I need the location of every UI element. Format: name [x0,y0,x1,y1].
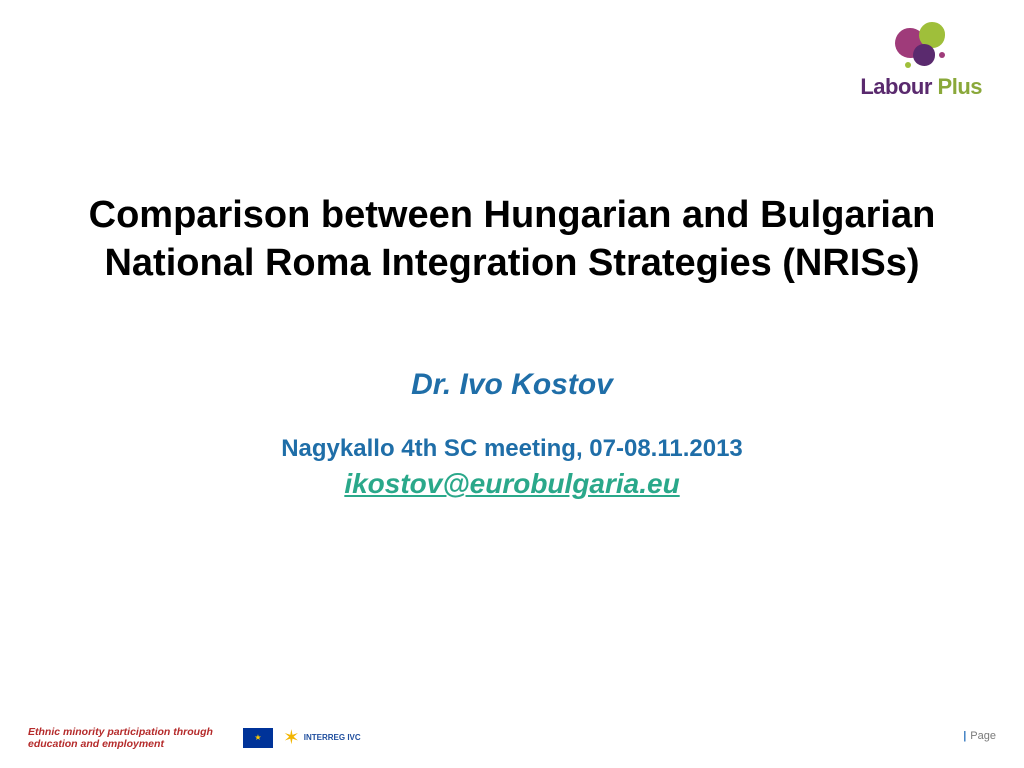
star-icon: ✶ [283,728,300,748]
page-bar-icon: | [963,730,966,742]
page-indicator: | Page [963,730,996,742]
author-email-link[interactable]: ikostov@eurobulgaria.eu [0,468,1024,500]
logo-text: Labour Plus [860,74,982,100]
footer-left: Ethnic minority participation through ed… [28,726,361,750]
slide: Labour Plus Comparison between Hungarian… [0,0,1024,768]
project-tagline: Ethnic minority participation through ed… [28,726,233,750]
logo-text-a: Labour [860,74,932,99]
logo-mark-icon [891,22,951,72]
interreg-label: INTERREG IVC [304,734,361,742]
slide-footer: Ethnic minority participation through ed… [28,704,996,750]
eu-flag-icon [243,728,273,748]
interreg-logo: ✶ INTERREG IVC [283,728,361,748]
slide-title: Comparison between Hungarian and Bulgari… [80,192,944,287]
labour-plus-logo: Labour Plus [860,22,982,100]
logo-text-b: Plus [932,74,982,99]
page-label: Page [970,730,996,742]
author-name: Dr. Ivo Kostov [0,368,1024,402]
meeting-info: Nagykallo 4th SC meeting, 07-08.11.2013 [0,435,1024,463]
